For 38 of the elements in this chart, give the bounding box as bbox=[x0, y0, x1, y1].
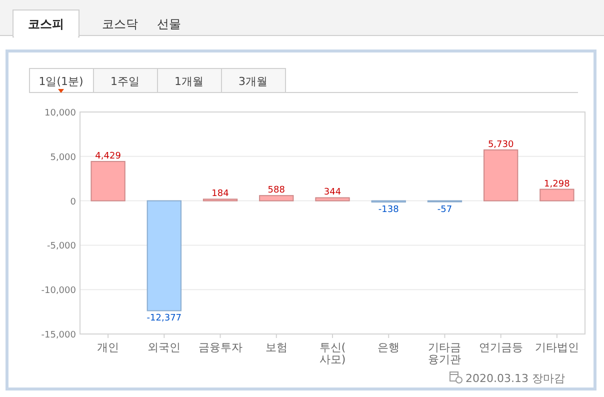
text: 2020.03.13 장마감 bbox=[466, 372, 565, 385]
text: 1개월 bbox=[174, 75, 204, 88]
x-tick-label: 보험 bbox=[265, 341, 288, 354]
data-label: 588 bbox=[268, 186, 286, 196]
text: 1주일 bbox=[110, 75, 140, 88]
bar bbox=[315, 197, 350, 202]
bar bbox=[259, 195, 294, 202]
x-tick-label: 기타법인 bbox=[534, 341, 579, 354]
y-tick-label: 5,000 bbox=[50, 152, 76, 163]
data-label: 5,730 bbox=[488, 140, 514, 150]
text: 3개월 bbox=[238, 75, 268, 88]
bar bbox=[146, 200, 182, 312]
y-tick-label: -5,000 bbox=[46, 242, 76, 252]
x-tick-label: 기타금융기관 bbox=[428, 341, 462, 366]
x-tick-label: 개인 bbox=[97, 341, 120, 354]
bar bbox=[484, 149, 518, 202]
y-tick-label: -15,000 bbox=[41, 330, 76, 340]
y-tick-label: 10,000 bbox=[44, 108, 76, 118]
x-tick-label: 은행 bbox=[378, 341, 400, 354]
x-tick-label: 연기금등 bbox=[478, 341, 523, 354]
text: 1일(1분) bbox=[38, 75, 84, 88]
x-tick-label: 투신(사모) bbox=[319, 341, 346, 366]
text: 선물 bbox=[157, 17, 181, 31]
bar bbox=[90, 160, 126, 202]
data-label: -138 bbox=[378, 205, 400, 216]
data-label: -12,377 bbox=[146, 314, 182, 324]
y-tick-label: -10,000 bbox=[41, 286, 76, 296]
text: 코스닥 bbox=[102, 17, 138, 31]
data-label: 344 bbox=[324, 188, 342, 198]
y-tick-label: 0 bbox=[70, 197, 76, 208]
text: 코스피 bbox=[28, 17, 64, 31]
x-tick-label: 금융투자 bbox=[198, 341, 242, 354]
data-label: 1,298 bbox=[544, 179, 570, 190]
x-tick-label: 외국인 bbox=[148, 341, 181, 354]
bar bbox=[540, 188, 574, 202]
data-label: -57 bbox=[437, 204, 452, 215]
data-label: 4,429 bbox=[95, 151, 122, 162]
data-label: 184 bbox=[212, 189, 230, 200]
